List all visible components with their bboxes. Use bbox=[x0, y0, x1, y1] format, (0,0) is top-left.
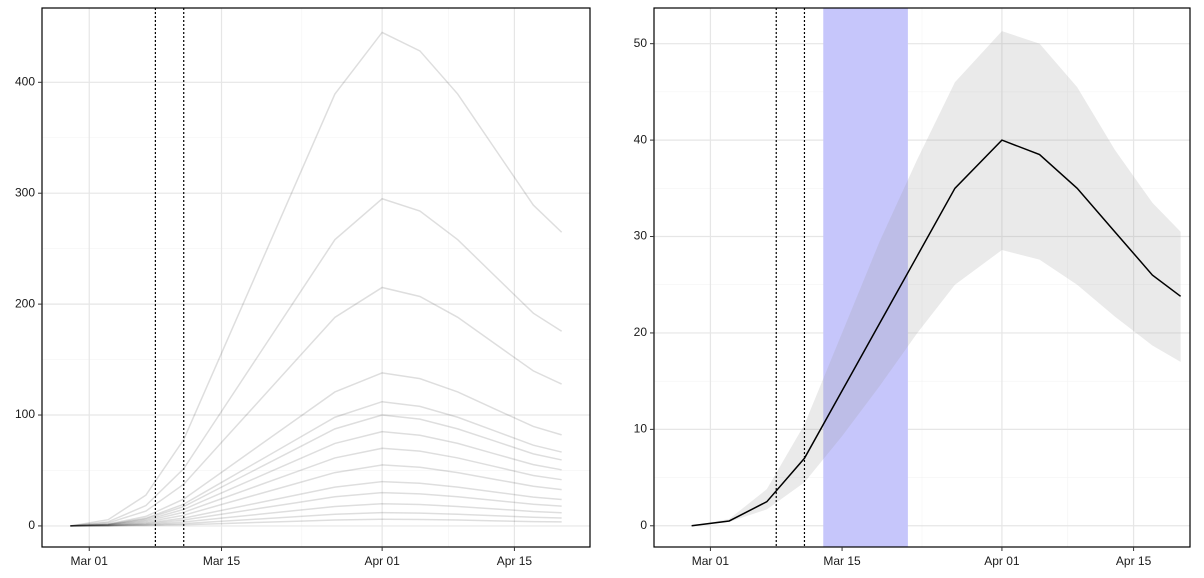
series-line bbox=[70, 518, 562, 527]
confidence-band bbox=[691, 31, 1181, 526]
x-tick-label: Apr 15 bbox=[1116, 554, 1152, 568]
highlight-band bbox=[823, 8, 908, 547]
y-tick-label: 200 bbox=[15, 296, 35, 310]
x-tick-label: Apr 15 bbox=[497, 554, 533, 568]
series-line bbox=[70, 31, 563, 527]
y-tick-label: 0 bbox=[640, 518, 647, 532]
y-tick-label: 50 bbox=[634, 36, 648, 50]
y-tick-label: 100 bbox=[15, 407, 35, 421]
y-tick-label: 20 bbox=[634, 325, 648, 339]
series-line bbox=[70, 197, 563, 527]
panel-border bbox=[653, 7, 1191, 548]
series-line bbox=[70, 511, 562, 527]
series-line bbox=[70, 502, 562, 527]
y-tick-label: 40 bbox=[634, 132, 648, 146]
x-tick-label: Apr 01 bbox=[364, 554, 400, 568]
y-tick-label: 300 bbox=[15, 185, 35, 199]
x-tick-label: Apr 01 bbox=[984, 554, 1020, 568]
series-line bbox=[691, 139, 1182, 527]
series-line bbox=[70, 286, 562, 527]
series-line bbox=[70, 491, 562, 527]
series-line bbox=[70, 372, 562, 527]
y-tick-label: 0 bbox=[28, 518, 35, 532]
panel-border bbox=[41, 7, 591, 548]
x-tick-label: Mar 15 bbox=[203, 554, 241, 568]
series-line bbox=[70, 430, 562, 527]
series-line bbox=[70, 464, 562, 527]
y-tick-label: 30 bbox=[634, 229, 648, 243]
series-line bbox=[70, 480, 562, 527]
x-tick-label: Mar 01 bbox=[692, 554, 730, 568]
x-tick-label: Mar 01 bbox=[71, 554, 109, 568]
y-tick-label: 10 bbox=[634, 422, 648, 436]
series-line bbox=[70, 414, 562, 527]
x-tick-label: Mar 15 bbox=[823, 554, 861, 568]
y-tick-label: 400 bbox=[15, 74, 35, 88]
series-line bbox=[70, 447, 562, 527]
series-line bbox=[70, 400, 562, 527]
